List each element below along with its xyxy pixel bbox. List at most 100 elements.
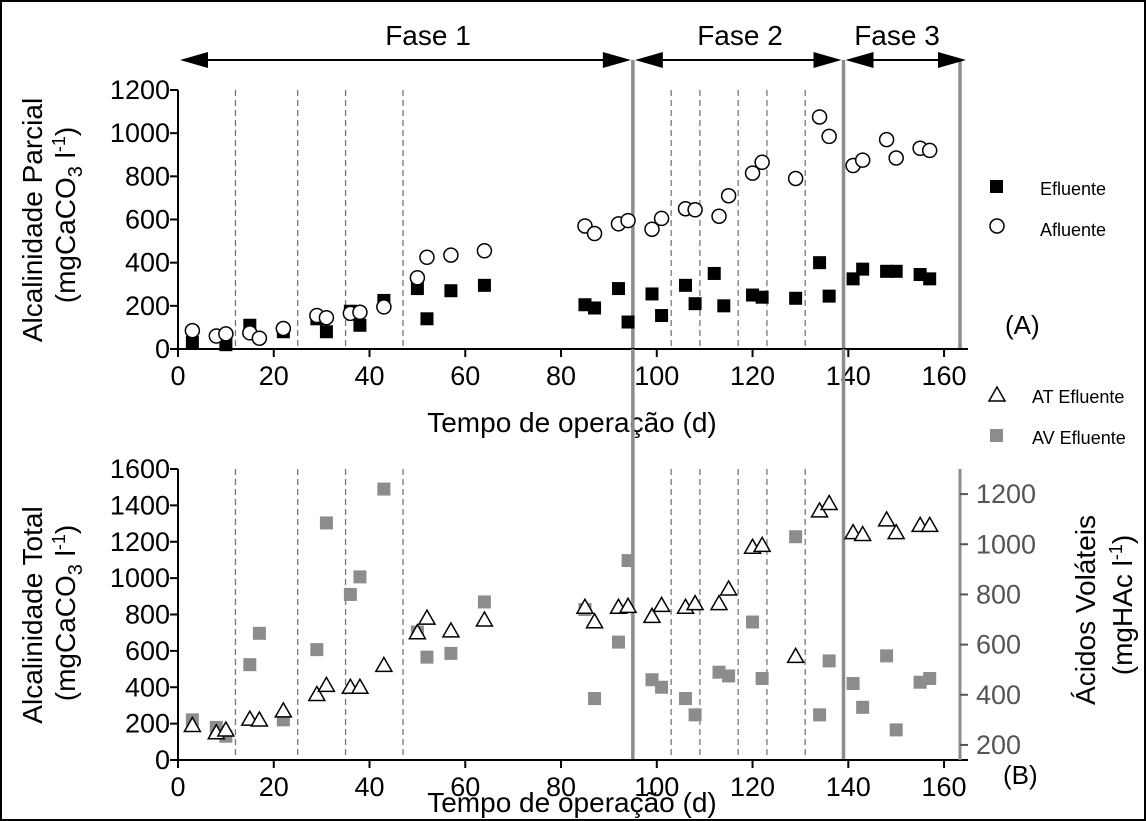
afluente-point [811,109,828,125]
y-tick-label: 1600 [110,454,170,484]
y-tick-label: 1000 [110,118,170,148]
av-efluente-point [252,626,266,640]
at-efluente-point [183,715,202,733]
efluente-point [588,301,602,315]
at-efluente-point [719,579,738,596]
afluente-point [921,142,938,159]
efluente-point [822,289,836,303]
av-efluente-point [722,669,736,683]
at-efluente-point [250,710,269,727]
afluente-point [720,188,737,204]
av-efluente-point [243,658,257,672]
panel-a-y-ticks: 0 200 400 600 800 1000 1200 [110,75,178,364]
at-efluente-point [475,610,494,627]
panel-b-legend: AT Efluente AV Efluente [987,385,1126,448]
av-efluente-point [880,649,894,663]
phase-arrow-head-right [938,52,966,68]
y-tick-label: 400 [125,248,170,278]
av-efluente-point [846,676,860,690]
phase-arrows: Fase 1 Fase 2 Fase 3 [180,20,966,68]
afluente-point [687,202,703,218]
efluente-point [856,262,870,276]
av-efluente-point [688,708,702,722]
panel-b-y2-axis-label: Ácidos Voláteis [1070,515,1101,705]
legend-efluente-marker [990,180,1003,193]
panel-b-x-ticks: 0 20 40 60 80 100 120 140 160 [170,760,967,802]
phase-arrow-head-left [634,52,663,68]
afluente-point [251,330,268,346]
afluente-point [218,326,234,342]
efluente-point [717,299,731,313]
panel-a-legend: Efluente Afluente [989,179,1106,240]
x-tick-label: 80 [546,772,576,802]
at-efluente-point [216,720,236,737]
phase-label: Fase 1 [385,20,471,51]
panel-a-label: (A) [1005,310,1040,340]
legend-av-efluente-marker [990,429,1003,442]
at-efluente-point [886,523,906,540]
at-efluente-point [642,606,662,624]
panel-b: 0 20 40 60 80 100 120 140 160 020040060080010001… [17,349,1138,818]
av-efluente-point [856,700,870,714]
x-tick-label: 100 [634,772,679,802]
afluente-point [443,247,459,263]
legend-at-efluente-marker [987,385,1007,402]
x-tick-label: 0 [170,772,185,802]
phase-arrow-head-right [813,52,842,68]
legend-av-efluente-label: AV Efluente [1032,428,1126,448]
panel-b-dashed-lines [234,469,806,760]
legend-at-efluente-label: AT Efluente [1032,387,1124,407]
av-efluente-point [611,635,625,649]
y-tick-label: 800 [125,161,170,191]
y-tick-label: 0 [155,745,170,775]
panel-b-y-ticks: 0 200 400 600 800 1000 1200 1400 1600 [110,454,178,775]
at-efluente-point [618,596,638,614]
x-tick-label: 60 [450,772,480,802]
av-efluente-point [319,516,333,530]
at-efluente-point [274,701,293,718]
y-tick-label: 200 [976,730,1021,760]
efluente-point [219,338,233,352]
afluente-point [184,322,201,339]
efluente-point [789,291,803,305]
panel-b-series [183,482,939,743]
at-efluente-point [350,677,370,694]
av-efluente-point [343,587,357,601]
at-efluente-point [685,594,705,611]
legend-afluente-label: Afluente [1040,220,1106,240]
efluente-point [755,290,769,304]
av-efluente-point [679,692,693,706]
panel-b-label: (B) [1003,760,1038,790]
av-efluente-point [889,723,903,737]
efluente-point [679,278,693,292]
afluente-point [275,320,292,337]
y-tick-label: 600 [976,630,1021,660]
av-efluente-point [310,643,324,657]
x-tick-label: 140 [826,361,871,391]
x-tick-label: 160 [922,772,967,802]
y-tick-label: 600 [125,205,170,235]
afluente-point [620,212,636,229]
panel-b-y2-ticks: 200 400 600 800 1000 1200 [960,479,1036,760]
y-tick-label: 200 [125,709,170,739]
x-tick-label: 20 [259,772,289,802]
panel-a-y-axis-label: Alcalinidade Parcial [17,98,48,342]
afluente-point [744,165,761,181]
y-tick-label: 0 [155,334,170,364]
y-tick-label: 800 [125,600,170,630]
efluente-point [923,272,937,286]
efluente-point [420,312,434,326]
x-tick-label: 60 [450,361,480,391]
afluente-point [754,154,770,171]
efluente-point [410,282,424,296]
afluente-point [409,270,426,286]
efluente-point [477,278,491,292]
efluente-point [813,256,827,270]
efluente-point [353,318,367,332]
at-efluente-point [877,510,896,527]
phase-arrow-head-left [180,52,208,68]
x-tick-label: 40 [354,772,384,802]
efluente-point [707,266,721,280]
